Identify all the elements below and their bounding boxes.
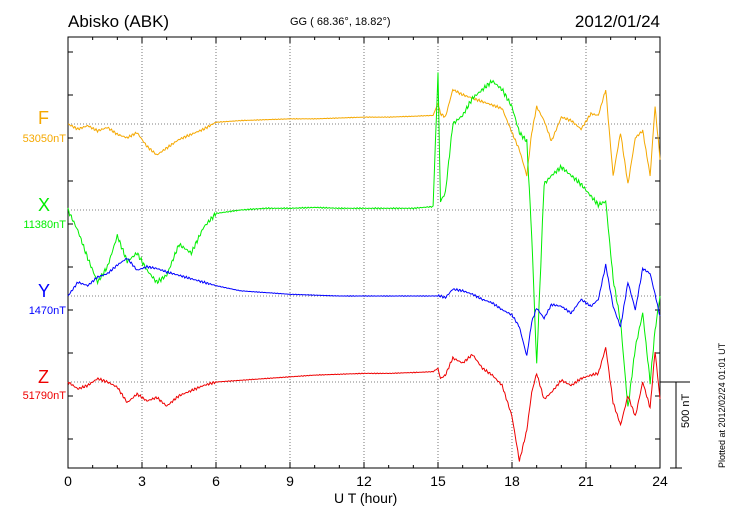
x-tick-label: 21 [578,473,594,489]
x-tick-label: 6 [212,473,220,489]
x-tick-label: 15 [430,473,446,489]
x-tick-label: 18 [504,473,520,489]
x-tick-label: 0 [64,473,72,489]
series-line-y [67,257,661,356]
geo-coordinates: GG ( 68.36°, 18.82°) [290,16,391,28]
baseline-label-z: 51790nT [22,390,66,402]
x-tick-label: 3 [138,473,146,489]
baseline-label-x: 11380nT [23,219,66,231]
x-tick-label: 9 [286,473,294,489]
baseline-label-y: 1470nT [28,305,66,317]
series-line-z [67,347,661,462]
series-label-x: X [38,195,51,215]
series-label-y: Y [38,281,51,301]
baseline-label-f: 53050nT [22,133,66,145]
x-axis-label: U T (hour) [334,490,398,506]
plotted-timestamp: Plotted at 2012/02/24 01:01 UT [717,342,727,468]
station-title: Abisko (ABK) [68,12,170,31]
series-line-x [67,72,661,407]
x-tick-label: 24 [652,473,668,489]
chart-date: 2012/01/24 [574,12,660,31]
series-line-f [67,88,661,184]
x-tick-label: 12 [356,473,372,489]
series-label-f: F [38,108,49,128]
scale-bar-label: 500 nT [680,393,692,428]
series-label-z: Z [38,367,49,387]
